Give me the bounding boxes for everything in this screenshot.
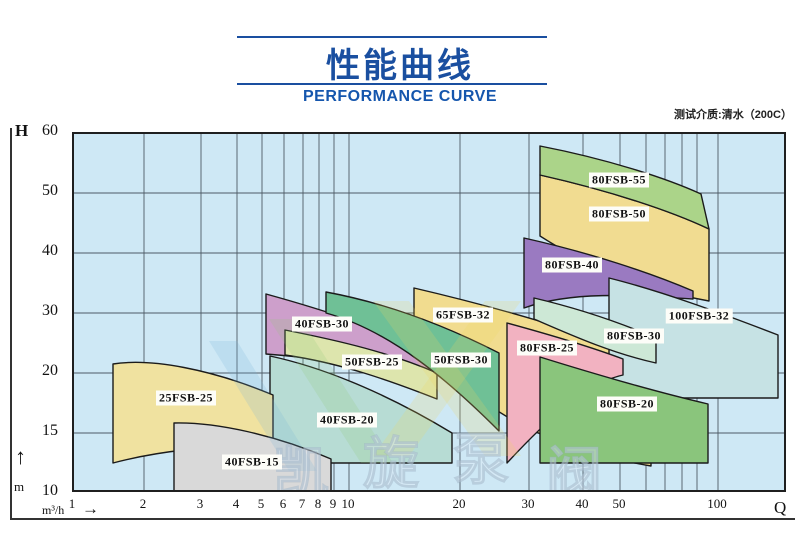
x-tick-4: 4	[232, 496, 240, 511]
region-label-80fsb-50: 80FSB-50	[588, 206, 650, 222]
region-label-25fsb-25: 25FSB-25	[155, 390, 217, 406]
y-tick-50: 50	[42, 182, 58, 199]
region-50fsb-30	[325, 291, 500, 432]
y-axis-arrow-icon: ↑	[15, 444, 26, 469]
x-tick-8: 8	[314, 496, 322, 511]
x-tick-9: 9	[329, 496, 337, 511]
y-tick-30: 30	[42, 302, 58, 319]
y-tick-15: 15	[42, 422, 58, 439]
x-axis-symbol: Q	[774, 498, 787, 517]
page-title: 性能曲线	[326, 47, 474, 85]
region-40fsb-20	[269, 355, 453, 464]
test-medium-note: 测试介质:清水（200C）	[674, 109, 792, 121]
x-axis-arrow-icon: →	[82, 499, 99, 518]
title-rule-bottom	[237, 83, 547, 85]
y-axis-unit: m	[14, 479, 25, 494]
x-tick-30: 30	[521, 496, 535, 511]
region-label-80fsb-40: 80FSB-40	[541, 257, 603, 273]
x-axis-unit: m³/h	[42, 503, 65, 517]
x-axis-line	[10, 518, 795, 520]
watermark-character: 凯	[273, 444, 329, 490]
x-tick-6: 6	[279, 496, 287, 511]
x-tick-7: 7	[298, 496, 306, 511]
x-tick-10: 10	[341, 496, 355, 511]
title-rule-top	[237, 36, 547, 38]
x-tick-100: 100	[707, 496, 727, 511]
x-tick-2: 2	[139, 496, 147, 511]
region-label-80fsb-55: 80FSB-55	[588, 172, 650, 188]
region-80fsb-55	[539, 145, 710, 230]
y-axis-line	[10, 128, 12, 519]
region-label-80fsb-25: 80FSB-25	[516, 340, 578, 356]
page-subtitle: PERFORMANCE CURVE	[303, 88, 497, 105]
region-label-40fsb-20: 40FSB-20	[316, 412, 378, 428]
x-tick-50: 50	[612, 496, 626, 511]
y-tick-20: 20	[42, 362, 58, 379]
x-tick-40: 40	[575, 496, 589, 511]
region-label-80fsb-20: 80FSB-20	[596, 396, 658, 412]
watermark-bar	[373, 301, 521, 456]
region-label-50fsb-30: 50FSB-30	[430, 352, 492, 368]
region-label-80fsb-30: 80FSB-30	[603, 328, 665, 344]
y-tick-60: 60	[42, 122, 58, 139]
x-tick-20: 20	[452, 496, 466, 511]
watermark-character: 泵	[453, 430, 509, 490]
y-tick-10: 10	[42, 482, 58, 499]
x-tick-3: 3	[196, 496, 204, 511]
region-80fsb-30	[533, 297, 657, 364]
watermark-bar	[209, 341, 317, 471]
x-tick-5: 5	[257, 496, 265, 511]
y-tick-40: 40	[42, 242, 58, 259]
y-axis-symbol: H	[15, 121, 29, 140]
watermark-character: 阀	[546, 444, 602, 490]
region-label-40fsb-30: 40FSB-30	[291, 316, 353, 332]
region-label-40fsb-15: 40FSB-15	[221, 454, 283, 470]
region-label-100fsb-32: 100FSB-32	[665, 308, 733, 324]
watermark-bar	[373, 301, 521, 456]
watermark-character: 旋	[363, 434, 419, 490]
x-tick-1: 1	[68, 496, 76, 511]
chart-plot-area: 凯旋泵阀 40FSB-30 50FSB-25 65FSB-32 50FSB-30 40F…	[72, 132, 786, 492]
region-label-50fsb-25: 50FSB-25	[341, 354, 403, 370]
region-label-65fsb-32: 65FSB-32	[432, 307, 494, 323]
